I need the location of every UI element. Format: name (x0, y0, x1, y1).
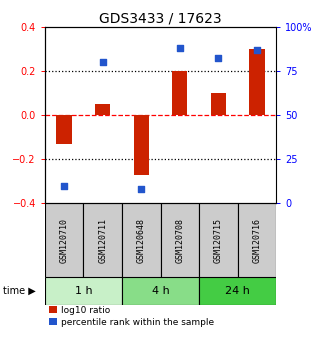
Bar (122, 277, 199, 305)
Bar (172, 71, 187, 115)
Text: GSM120711: GSM120711 (98, 218, 107, 263)
Point (62, 183, 67, 189)
Text: time ▶: time ▶ (3, 286, 36, 296)
Legend: log10 ratio, percentile rank within the sample: log10 ratio, percentile rank within the … (49, 306, 214, 327)
Bar (83, 204, 122, 277)
Bar (45, 204, 83, 277)
Bar (199, 277, 276, 305)
Bar (238, 204, 276, 277)
Text: 24 h: 24 h (225, 286, 250, 296)
Text: 4 h: 4 h (152, 286, 169, 296)
Text: GSM120715: GSM120715 (214, 218, 223, 263)
Point (216, 56, 221, 61)
Text: GSM120708: GSM120708 (175, 218, 184, 263)
Text: GSM120716: GSM120716 (252, 218, 261, 263)
Bar (134, 115, 149, 175)
Point (139, 187, 144, 192)
Bar (199, 204, 238, 277)
Bar (249, 48, 265, 115)
Point (100, 59, 105, 65)
Point (177, 45, 182, 51)
Point (254, 47, 259, 52)
Text: GSM120710: GSM120710 (60, 218, 69, 263)
Bar (211, 93, 226, 115)
Bar (160, 204, 199, 277)
Bar (56, 115, 72, 144)
Title: GDS3433 / 17623: GDS3433 / 17623 (99, 11, 222, 25)
Bar (45, 277, 122, 305)
Text: 1 h: 1 h (75, 286, 92, 296)
Bar (95, 104, 110, 115)
Text: GSM120648: GSM120648 (137, 218, 146, 263)
Bar (122, 204, 160, 277)
